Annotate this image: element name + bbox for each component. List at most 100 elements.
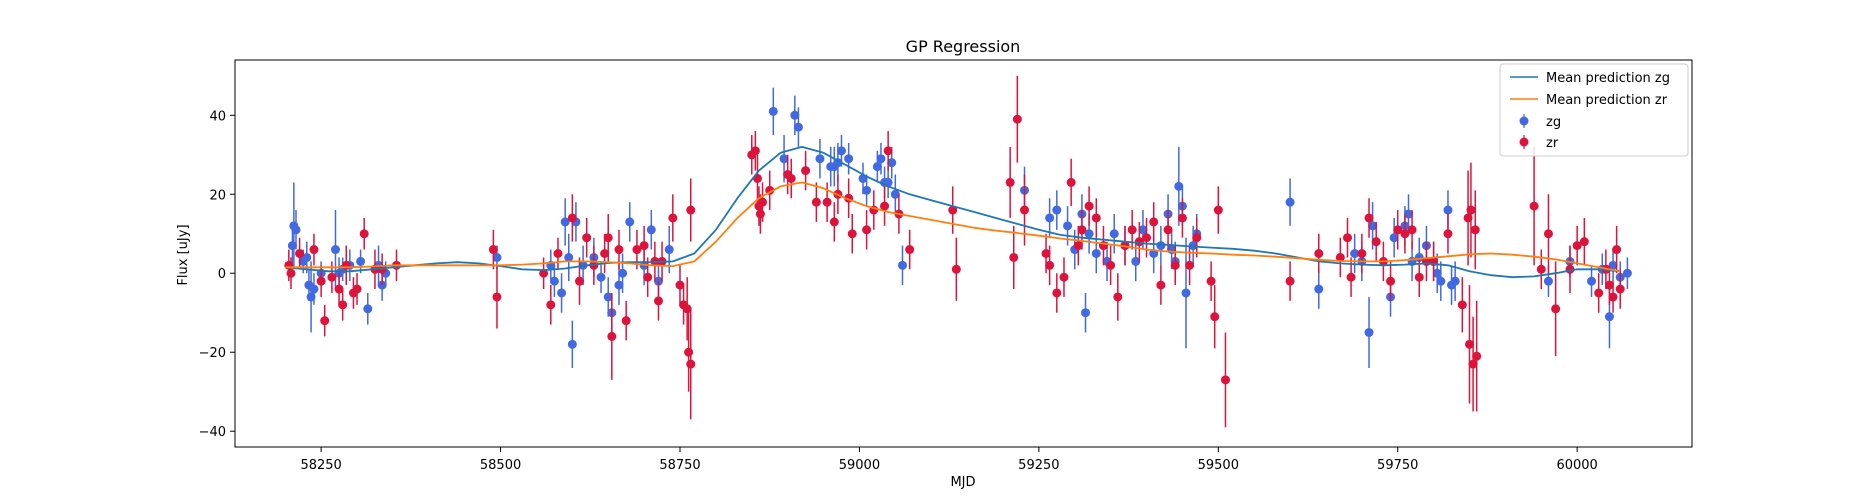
point-zr: [621, 316, 631, 326]
point-zr: [1407, 225, 1417, 235]
x-tick-label: 58500: [480, 458, 521, 473]
point-zr: [1156, 280, 1166, 290]
point-zr: [1466, 205, 1476, 215]
point-zg: [1063, 221, 1073, 231]
point-zg: [836, 146, 846, 156]
point-zr: [1012, 114, 1022, 124]
point-zr: [1020, 205, 1030, 215]
point-zg: [1109, 229, 1119, 239]
point-zg: [618, 268, 628, 278]
point-zg: [1389, 233, 1399, 243]
point-zg: [1604, 312, 1614, 322]
point-zr: [1059, 272, 1069, 282]
legend-label-zg: zg: [1546, 115, 1561, 130]
point-zr: [1206, 276, 1216, 286]
point-zg: [815, 154, 825, 164]
point-zr: [686, 359, 696, 369]
point-zr: [1045, 260, 1055, 270]
point-zr: [567, 213, 577, 223]
point-zr: [822, 197, 832, 207]
point-zr: [786, 173, 796, 183]
x-tick-label: 58750: [659, 458, 700, 473]
point-zg: [363, 304, 373, 314]
point-zg: [1432, 268, 1442, 278]
point-zr: [316, 276, 326, 286]
point-zg: [1368, 221, 1378, 231]
point-zr: [1149, 217, 1159, 227]
point-zr: [327, 272, 337, 282]
point-zr: [801, 166, 811, 176]
point-zr: [1177, 213, 1187, 223]
mean-prediction-line-zr: [285, 181, 1621, 273]
point-zr: [905, 245, 915, 255]
mean-prediction-line-zg: [285, 146, 1621, 279]
point-zr: [1346, 272, 1356, 282]
point-zr: [1529, 201, 1539, 211]
y-tick-label: −20: [199, 346, 226, 361]
point-zr: [1342, 233, 1352, 243]
point-zr: [811, 197, 821, 207]
point-zr: [1066, 177, 1076, 187]
y-tick-label: 0: [218, 267, 226, 282]
point-zr: [582, 233, 592, 243]
point-zr: [750, 146, 760, 156]
point-zg: [779, 154, 789, 164]
legend-label-mean-zg: Mean prediction zg: [1546, 71, 1670, 86]
point-zr: [1608, 292, 1618, 302]
point-zr: [1106, 260, 1116, 270]
point-zr: [1536, 264, 1546, 274]
point-zg: [1091, 249, 1101, 258]
point-zg: [603, 292, 613, 302]
point-zr: [1615, 284, 1625, 294]
point-zg: [1314, 284, 1324, 294]
point-zr: [320, 316, 330, 326]
point-zr: [1127, 225, 1137, 235]
x-tick-label: 59500: [1198, 458, 1239, 473]
point-zg: [1450, 276, 1460, 286]
point-zr: [1594, 288, 1604, 298]
point-zr: [1142, 233, 1152, 243]
point-zr: [686, 205, 696, 215]
point-zr: [603, 233, 613, 243]
point-zr: [829, 217, 839, 227]
point-zr: [1192, 233, 1202, 243]
prediction-lines: [285, 146, 1621, 279]
point-zr: [1073, 241, 1083, 251]
point-zr: [1084, 201, 1094, 211]
point-zg: [862, 185, 872, 195]
point-zg: [625, 217, 635, 227]
point-zr: [632, 245, 642, 255]
point-zg: [567, 339, 577, 349]
point-zr: [377, 264, 387, 274]
point-zr: [1335, 252, 1345, 262]
point-zg: [1285, 197, 1295, 207]
point-zr: [492, 292, 502, 302]
point-zr: [675, 280, 685, 290]
point-zr: [1443, 229, 1453, 239]
point-zg: [1587, 276, 1597, 286]
point-zr: [1371, 237, 1381, 247]
point-zr: [1612, 245, 1622, 255]
y-axis-ticks: −40 −20 0 20 40: [199, 109, 235, 440]
point-zr: [1185, 260, 1195, 270]
x-tick-label: 59250: [1018, 458, 1059, 473]
point-zr: [1005, 177, 1015, 187]
point-zg: [768, 106, 778, 116]
point-zg: [596, 272, 606, 282]
x-tick-label: 59750: [1377, 458, 1418, 473]
point-zr: [553, 249, 563, 258]
point-zr: [758, 197, 768, 207]
point-zr: [1285, 276, 1295, 286]
point-zr: [1091, 213, 1101, 223]
point-zg: [1436, 276, 1446, 286]
legend-marker-zr: [1519, 137, 1529, 147]
point-zr: [539, 268, 549, 278]
point-zg: [291, 225, 301, 235]
axes-frame: [234, 59, 1693, 448]
point-zr: [1163, 225, 1173, 235]
point-zg: [1174, 181, 1184, 191]
data-points: [284, 75, 1632, 428]
point-zg: [287, 241, 297, 251]
point-zg: [872, 162, 882, 172]
